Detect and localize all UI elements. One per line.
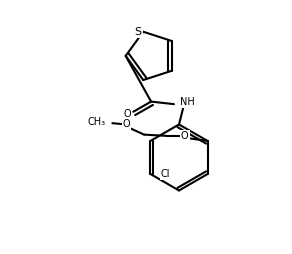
Text: NH: NH <box>180 97 195 107</box>
Text: CH₃: CH₃ <box>88 117 106 127</box>
Text: S: S <box>135 27 142 37</box>
Text: O: O <box>123 109 131 119</box>
Text: Cl: Cl <box>161 169 170 179</box>
Text: O: O <box>181 131 189 141</box>
Text: O: O <box>123 119 130 130</box>
